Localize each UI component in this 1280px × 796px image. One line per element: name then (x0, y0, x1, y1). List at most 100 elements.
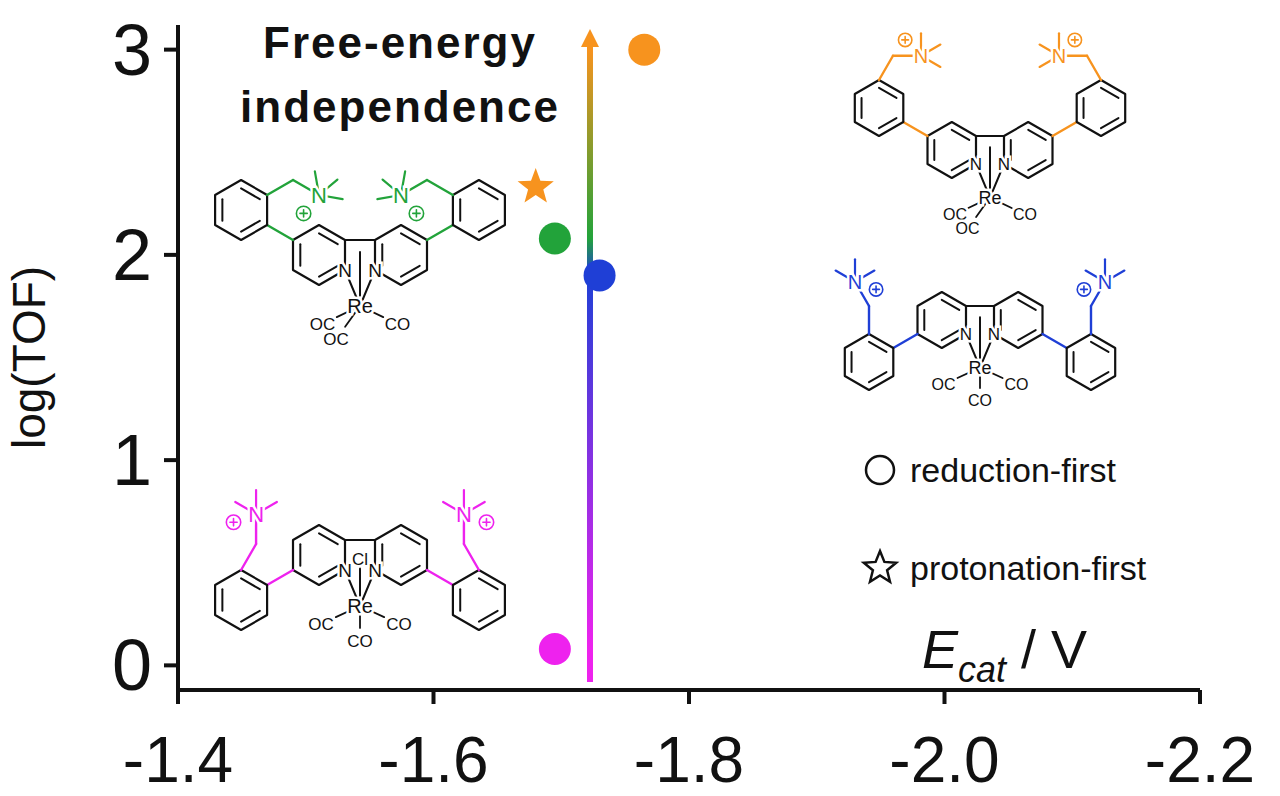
bipyridine-bond (966, 305, 994, 307)
ammonium-n: N (914, 45, 928, 67)
chart: NNNNOCOCCOReNNNNOCOCCOReNNNNOCCOCOReNNNN… (0, 0, 1280, 796)
aromatic-bond (851, 352, 853, 372)
aromatic-bond (241, 611, 260, 622)
aryl-bond (1052, 122, 1076, 136)
methylene-bond (1087, 56, 1101, 80)
carbonyl: CO (1013, 206, 1037, 223)
x-tick-label: -1.8 (634, 724, 744, 796)
ammonium-n: N (848, 271, 862, 293)
aromatic-bond (1101, 118, 1118, 128)
x-label-unit: / V (1006, 619, 1087, 679)
charge-sign (1074, 37, 1076, 44)
phenyl-ring (1067, 334, 1116, 390)
aromatic-bond (221, 199, 223, 221)
aromatic-bond (241, 221, 260, 232)
ring-n: N (988, 325, 1000, 344)
axial-bond (359, 252, 361, 296)
aromatic-bond (942, 300, 959, 310)
complex: NNNNOCCOCORe (836, 259, 1125, 409)
methylene-bond (241, 544, 256, 570)
aromatic-bond (942, 330, 959, 340)
charge-sign (1083, 286, 1085, 293)
charge-circle (1068, 33, 1081, 46)
aromatic-bond (299, 544, 301, 566)
complex: NNNNOCOCCORe (855, 33, 1125, 237)
aryl-bond (893, 334, 917, 348)
x-tick-label: -1.4 (123, 724, 233, 796)
legend: reduction-firstprotonation-first (864, 451, 1147, 587)
phenyl-ring (845, 334, 894, 390)
aromatic-bond (459, 199, 461, 221)
bipyridine-bond (345, 539, 375, 541)
aromatic-bond (1018, 300, 1035, 310)
x-tick-label: -1.6 (378, 724, 488, 796)
legend-star (864, 551, 896, 582)
aromatic-bond (879, 88, 896, 98)
methylene-bond (267, 180, 293, 195)
axes: -1.4-1.6-1.8-2.0-2.20123log(TOF)Ecat / V (3, 10, 1255, 796)
axial-bond (989, 147, 991, 188)
carbonyl: CO (385, 315, 411, 334)
aromatic-bond (221, 589, 223, 611)
ammonium-n: N (456, 502, 472, 527)
metal: Re (347, 595, 373, 617)
axial-bond (979, 317, 981, 358)
y-tick (164, 458, 178, 462)
aromatic-bond (952, 130, 969, 140)
aromatic-bond (459, 589, 461, 611)
metal: Re (978, 188, 1001, 208)
aryl-bond (903, 122, 927, 136)
ring-n: N (368, 260, 382, 281)
carbonyl: CO (1004, 376, 1028, 393)
star-point (518, 168, 554, 202)
ammonium-n: N (1052, 45, 1066, 67)
aromatic-bond (319, 566, 338, 577)
pyridine-ring (375, 225, 427, 285)
x-axis-label: Ecat / V (922, 619, 1087, 690)
charge-circle (898, 33, 911, 46)
aromatic-bond (1028, 130, 1045, 140)
charge-circle (226, 515, 240, 529)
ring-n: N (368, 560, 382, 581)
charge-sign (486, 519, 488, 526)
charge-sign (416, 210, 418, 217)
axial-ligand: Cl (352, 550, 368, 569)
ammonium-n: N (248, 502, 264, 527)
aryl-bond (267, 225, 293, 240)
charge-circle (296, 206, 310, 220)
title: Free-energyindependence (240, 18, 560, 131)
y-axis-label: log(TOF) (3, 266, 55, 449)
x-tick (943, 690, 947, 704)
data-points (518, 34, 661, 665)
ammonium-n: N (393, 183, 409, 208)
metal: Re (347, 295, 373, 317)
aryl-bond (1042, 334, 1066, 348)
circle-point (539, 633, 571, 665)
ring-n: N (998, 155, 1010, 174)
phenyl-ring (855, 80, 904, 136)
title-line: independence (240, 82, 560, 131)
charge-sign (875, 286, 877, 293)
aryl-bond (427, 570, 453, 585)
ring-n: N (338, 260, 352, 281)
x-tick (687, 690, 691, 704)
complex: NNNNClOCCOCORe (215, 490, 505, 651)
methylene-bond (427, 180, 453, 195)
aryl-bond (427, 225, 453, 240)
phenyl-ring (453, 570, 505, 630)
aromatic-bond (869, 342, 886, 352)
phenyl-ring (1077, 80, 1126, 136)
carbonyl: OC (956, 220, 980, 237)
aromatic-bond (299, 244, 301, 266)
x-tick (432, 690, 436, 704)
complex: NNNNOCOCCORe (215, 171, 505, 349)
metal: Re (968, 358, 991, 378)
pyridine-ring (918, 292, 967, 348)
aromatic-bond (1018, 330, 1035, 340)
methylene-bond (868, 306, 870, 334)
aryl-bond (267, 570, 293, 585)
aromatic-bond (479, 221, 498, 232)
pyridine-ring (375, 525, 427, 585)
y-tick-label: 2 (112, 215, 152, 295)
carbonyl: CO (347, 632, 373, 651)
